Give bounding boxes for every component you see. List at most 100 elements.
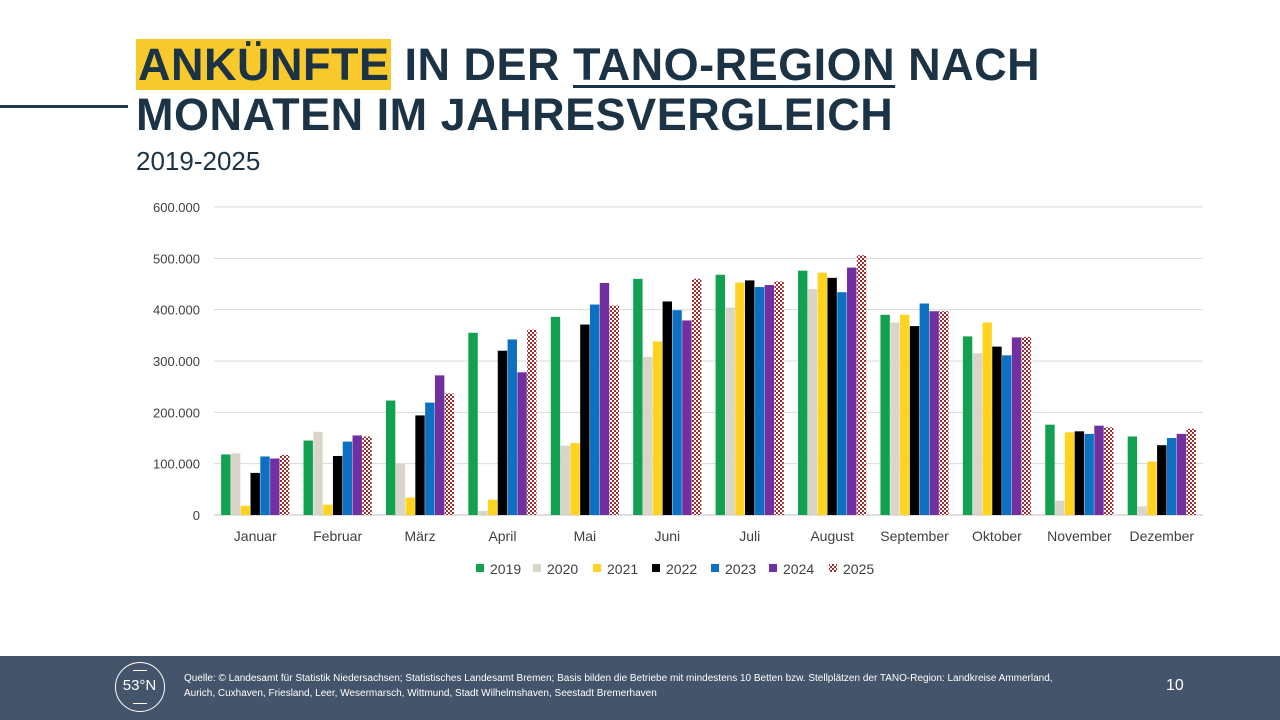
x-tick-label: Februar <box>313 528 362 544</box>
bar-2022-April <box>497 350 508 515</box>
bar-2023-Mai <box>589 304 600 515</box>
bar-2024-September <box>929 311 939 515</box>
y-tick-label: 600.000 <box>153 200 200 215</box>
title-highlight: ANKÜNFTE <box>136 39 392 90</box>
y-tick-label: 500.000 <box>153 251 200 266</box>
bar-2020-Dezember <box>1137 506 1147 515</box>
legend-swatch-2020 <box>533 564 541 572</box>
bar-2025-Dezember <box>1186 428 1196 515</box>
legend-label-2020: 2020 <box>547 561 578 577</box>
bar-2019-Januar <box>221 454 231 515</box>
bar-2021-Juli <box>735 282 745 515</box>
x-tick-label: Oktober <box>972 528 1022 544</box>
bar-2020-März <box>395 463 406 515</box>
bar-2023-Dezember <box>1166 438 1177 515</box>
legend-swatch-2022 <box>652 564 660 572</box>
bar-2024-Februar <box>352 435 362 515</box>
bar-2021-Juni <box>652 341 663 515</box>
legend-label-2022: 2022 <box>666 561 697 577</box>
title-underlined: TANO-REGION <box>573 39 896 90</box>
bar-2020-Juni <box>642 356 653 515</box>
x-tick-label: August <box>810 528 854 544</box>
x-tick-label: Mai <box>574 528 597 544</box>
bar-2025-März <box>444 393 455 515</box>
bar-2023-April <box>507 339 517 515</box>
bar-2022-Januar <box>250 472 260 515</box>
bar-2024-März <box>434 375 445 515</box>
legend-label-2021: 2021 <box>607 561 638 577</box>
bar-2023-Februar <box>342 441 353 515</box>
bar-2020-August <box>807 289 818 515</box>
bar-2022-November <box>1074 431 1085 515</box>
bar-2021-Dezember <box>1147 461 1157 515</box>
bar-2022-Oktober <box>992 346 1002 515</box>
footer-bar <box>0 656 1280 720</box>
bar-2024-Dezember <box>1176 433 1187 515</box>
bar-2019-Juli <box>715 274 726 515</box>
bar-2022-Mai <box>580 324 590 515</box>
x-tick-label: Januar <box>234 528 277 544</box>
bar-2022-Februar <box>332 455 343 515</box>
legend-swatch-2024 <box>769 564 777 572</box>
gridlines <box>214 206 1203 516</box>
bar-2024-Juli <box>764 285 775 515</box>
bar-2025-Juni <box>691 278 702 515</box>
legend-label-2023: 2023 <box>725 561 756 577</box>
x-tick-label: April <box>488 528 516 544</box>
bar-2023-August <box>837 292 847 515</box>
legend-swatch-2019 <box>476 564 484 572</box>
legend-label-2019: 2019 <box>490 561 521 577</box>
bar-2025-Januar <box>279 454 290 515</box>
x-tick-label: Dezember <box>1129 528 1194 544</box>
bar-2019-August <box>798 270 808 515</box>
legend: 2019 2020 2021 2022 2023 2024 2025 <box>476 561 874 577</box>
bar-2025-Mai <box>609 305 619 515</box>
y-tick-label: 0 <box>193 508 200 523</box>
x-tick-label: November <box>1047 528 1112 544</box>
bar-2020-Juli <box>725 307 735 515</box>
bar-2024-November <box>1094 425 1104 515</box>
bar-2023-Juli <box>754 287 765 515</box>
logo: 53°N <box>115 662 165 712</box>
bar-2023-Juni <box>672 310 682 515</box>
bar-2022-Dezember <box>1157 445 1167 515</box>
bar-2022-März <box>415 415 425 515</box>
bar-2024-Mai <box>599 282 610 515</box>
bar-2020-Oktober <box>972 353 983 515</box>
bar-2024-April <box>517 372 527 515</box>
bar-2020-Januar <box>230 453 241 515</box>
bar-2020-September <box>890 322 900 515</box>
legend-swatch-2023 <box>711 564 719 572</box>
bar-2023-Januar <box>260 456 270 515</box>
bar-2022-Juli <box>745 280 755 515</box>
subtitle: 2019-2025 <box>136 146 261 176</box>
bar-2024-Juni <box>682 320 692 515</box>
legend-swatch-2025 <box>829 564 837 572</box>
bar-2019-September <box>880 314 890 515</box>
bar-2023-September <box>919 303 930 515</box>
bar-chart: 0 100.000 200.000 300.000 400.000 500.000 600.… <box>153 200 1203 577</box>
bar-2019-Februar <box>303 440 313 515</box>
bar-2023-November <box>1084 433 1094 515</box>
bar-2025-Oktober <box>1021 336 1032 515</box>
bar-2021-März <box>405 497 415 515</box>
bar-2023-Oktober <box>1002 355 1012 515</box>
bar-2025-Juli <box>774 281 784 515</box>
bars <box>221 255 1196 515</box>
y-tick-label: 200.000 <box>153 405 200 420</box>
title-part-3: NACH MONATEN IM JAHRESVERGLEICH <box>136 39 1041 140</box>
bar-2024-Januar <box>270 458 280 515</box>
logo-text: 53°N <box>122 677 157 694</box>
bar-2022-August <box>827 277 837 515</box>
logo-top-bar <box>133 670 147 671</box>
bar-2024-Oktober <box>1011 337 1022 515</box>
bar-2019-April <box>468 332 478 515</box>
bar-2021-November <box>1064 432 1075 515</box>
bar-2020-Februar <box>313 431 323 515</box>
bar-2025-August <box>856 255 867 515</box>
x-tick-label: März <box>404 528 435 544</box>
page-title: ANKÜNFTE IN DER TANO-REGION NACH MONATEN… <box>136 39 1236 140</box>
y-tick-label: 400.000 <box>153 303 200 318</box>
bar-2020-November <box>1055 500 1065 515</box>
bar-2019-Mai <box>550 316 561 515</box>
